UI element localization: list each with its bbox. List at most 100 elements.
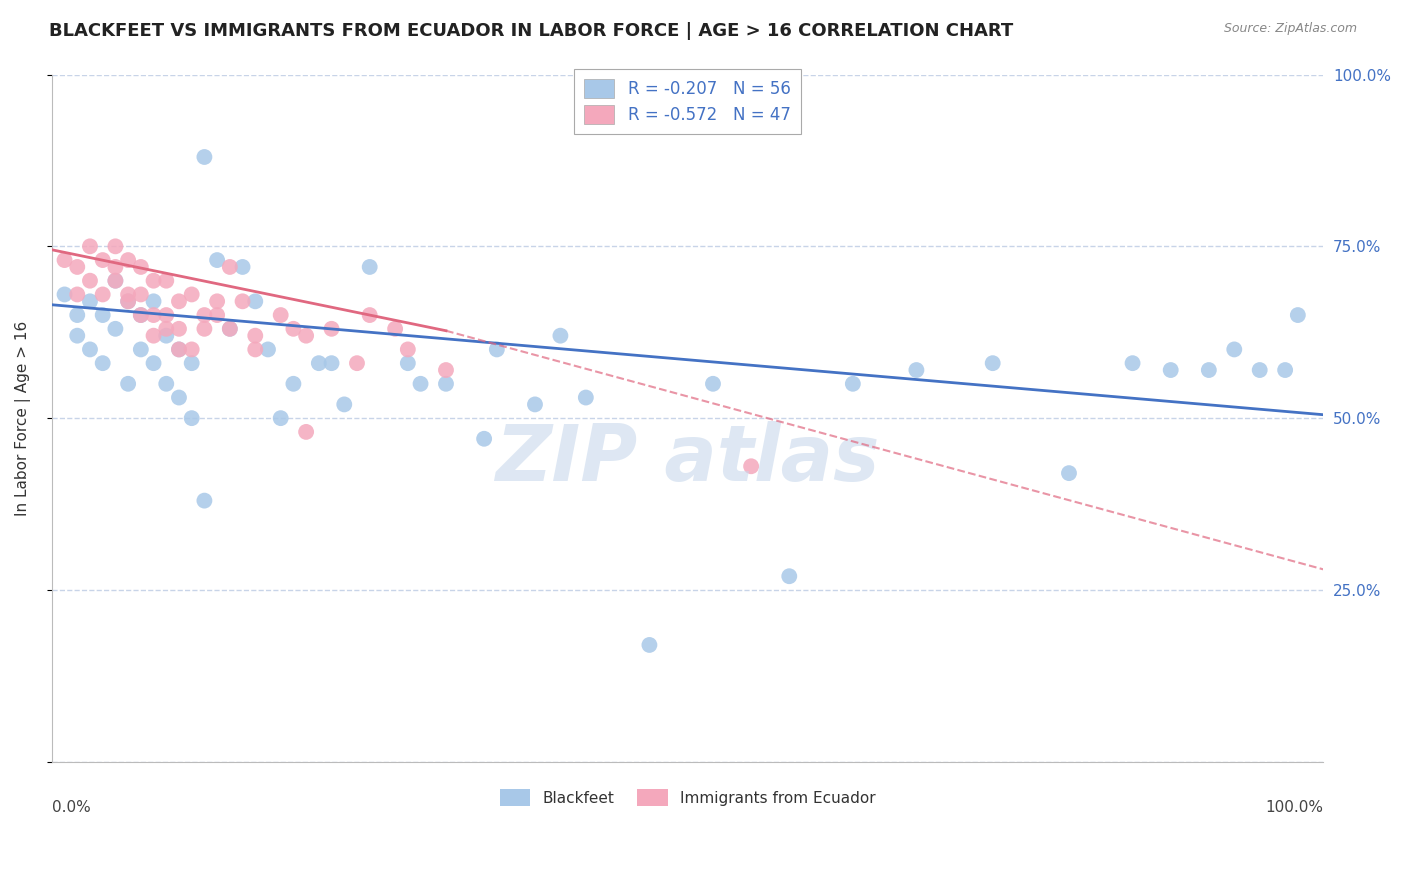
- Point: [409, 376, 432, 391]
- Point: [245, 328, 267, 343]
- Point: [232, 260, 254, 274]
- Point: [167, 343, 190, 357]
- Point: [167, 294, 190, 309]
- Point: [434, 363, 457, 377]
- Point: [91, 308, 114, 322]
- Point: [283, 322, 305, 336]
- Point: [155, 328, 177, 343]
- Point: [66, 308, 89, 322]
- Point: [142, 274, 165, 288]
- Point: [129, 260, 152, 274]
- Point: [205, 294, 228, 309]
- Point: [333, 397, 356, 411]
- Point: [321, 322, 343, 336]
- Point: [142, 294, 165, 309]
- Point: [66, 328, 89, 343]
- Point: [1198, 363, 1220, 377]
- Point: [842, 376, 865, 391]
- Point: [523, 397, 546, 411]
- Point: [155, 376, 177, 391]
- Point: [205, 253, 228, 268]
- Point: [155, 322, 177, 336]
- Point: [155, 308, 177, 322]
- Point: [485, 343, 508, 357]
- Text: 0.0%: 0.0%: [52, 799, 90, 814]
- Point: [180, 411, 202, 425]
- Point: [1057, 466, 1080, 480]
- Point: [638, 638, 661, 652]
- Point: [218, 260, 240, 274]
- Point: [295, 425, 318, 439]
- Point: [142, 328, 165, 343]
- Point: [981, 356, 1004, 370]
- Point: [117, 287, 139, 301]
- Point: [218, 322, 240, 336]
- Point: [129, 308, 152, 322]
- Point: [167, 343, 190, 357]
- Point: [1122, 356, 1144, 370]
- Point: [702, 376, 724, 391]
- Point: [193, 322, 215, 336]
- Point: [180, 287, 202, 301]
- Point: [396, 343, 419, 357]
- Point: [91, 356, 114, 370]
- Point: [778, 569, 800, 583]
- Point: [472, 432, 495, 446]
- Point: [359, 308, 381, 322]
- Point: [167, 391, 190, 405]
- Point: [53, 253, 76, 268]
- Point: [66, 287, 89, 301]
- Point: [1160, 363, 1182, 377]
- Text: ZIP atlas: ZIP atlas: [495, 421, 880, 498]
- Text: 100.0%: 100.0%: [1265, 799, 1323, 814]
- Point: [79, 343, 101, 357]
- Point: [129, 287, 152, 301]
- Point: [104, 322, 127, 336]
- Point: [142, 308, 165, 322]
- Point: [117, 376, 139, 391]
- Point: [1223, 343, 1246, 357]
- Text: Source: ZipAtlas.com: Source: ZipAtlas.com: [1223, 22, 1357, 36]
- Point: [575, 391, 598, 405]
- Point: [245, 343, 267, 357]
- Point: [117, 294, 139, 309]
- Point: [205, 308, 228, 322]
- Point: [79, 274, 101, 288]
- Point: [295, 328, 318, 343]
- Point: [180, 343, 202, 357]
- Point: [1249, 363, 1271, 377]
- Point: [257, 343, 280, 357]
- Point: [218, 322, 240, 336]
- Point: [142, 356, 165, 370]
- Point: [193, 493, 215, 508]
- Point: [117, 253, 139, 268]
- Point: [193, 308, 215, 322]
- Point: [180, 356, 202, 370]
- Point: [104, 239, 127, 253]
- Point: [1274, 363, 1296, 377]
- Point: [53, 287, 76, 301]
- Legend: Blackfeet, Immigrants from Ecuador: Blackfeet, Immigrants from Ecuador: [494, 782, 882, 813]
- Y-axis label: In Labor Force | Age > 16: In Labor Force | Age > 16: [15, 320, 31, 516]
- Point: [79, 239, 101, 253]
- Point: [905, 363, 928, 377]
- Point: [91, 287, 114, 301]
- Point: [550, 328, 572, 343]
- Point: [129, 343, 152, 357]
- Point: [117, 294, 139, 309]
- Point: [155, 274, 177, 288]
- Point: [66, 260, 89, 274]
- Point: [270, 411, 292, 425]
- Point: [270, 308, 292, 322]
- Point: [346, 356, 368, 370]
- Point: [104, 274, 127, 288]
- Point: [434, 376, 457, 391]
- Point: [396, 356, 419, 370]
- Point: [308, 356, 330, 370]
- Point: [283, 376, 305, 391]
- Point: [167, 322, 190, 336]
- Point: [384, 322, 406, 336]
- Text: BLACKFEET VS IMMIGRANTS FROM ECUADOR IN LABOR FORCE | AGE > 16 CORRELATION CHART: BLACKFEET VS IMMIGRANTS FROM ECUADOR IN …: [49, 22, 1014, 40]
- Point: [104, 260, 127, 274]
- Point: [740, 459, 762, 474]
